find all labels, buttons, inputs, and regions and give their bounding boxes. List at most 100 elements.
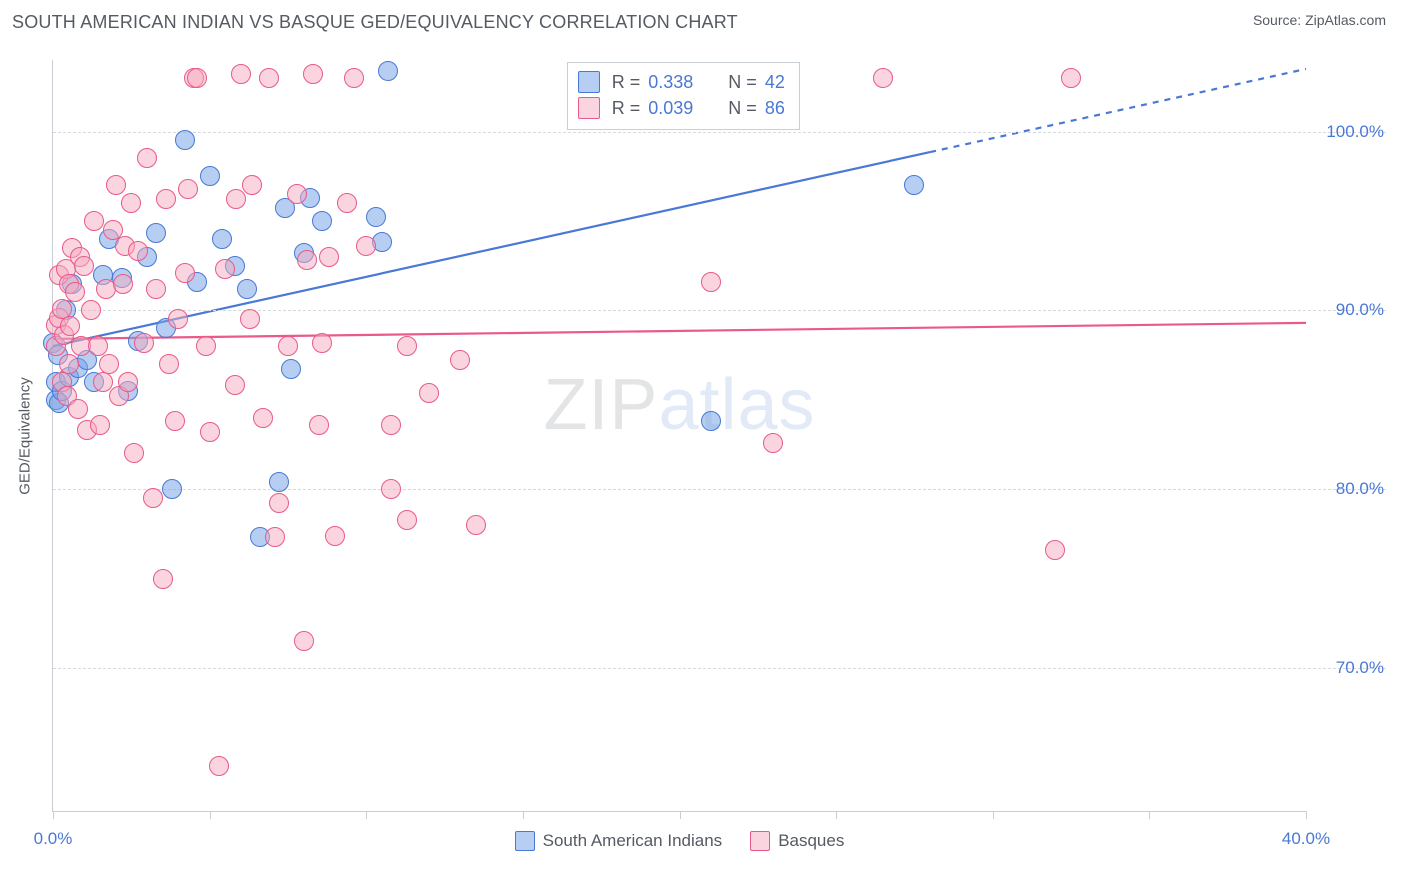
stat-key: N = — [728, 98, 757, 119]
data-point — [312, 211, 332, 231]
stat-key: R = — [612, 72, 641, 93]
data-point — [74, 256, 94, 276]
data-point — [226, 189, 246, 209]
data-point — [196, 336, 216, 356]
data-point — [84, 211, 104, 231]
data-point — [60, 316, 80, 336]
stat-key: R = — [612, 98, 641, 119]
data-point — [397, 510, 417, 530]
source-label: Source: — [1253, 12, 1305, 28]
data-point — [269, 493, 289, 513]
data-point — [366, 207, 386, 227]
x-tick-mark — [53, 811, 54, 819]
data-point — [287, 184, 307, 204]
data-point — [128, 241, 148, 261]
x-tick-mark — [523, 811, 524, 819]
stats-legend-box: R = 0.338 N = 42R = 0.039 N = 86 — [567, 62, 800, 130]
stats-legend-row: R = 0.338 N = 42 — [578, 69, 785, 95]
data-point — [143, 488, 163, 508]
gridline — [53, 668, 1386, 669]
data-point — [319, 247, 339, 267]
source-value: ZipAtlas.com — [1305, 12, 1386, 28]
series-legend: South American Indians Basques — [53, 831, 1306, 851]
data-point — [312, 333, 332, 353]
data-point — [337, 193, 357, 213]
data-point — [156, 189, 176, 209]
chart-area: GED/Equivalency ZIPatlas South American … — [12, 50, 1386, 872]
x-tick-mark — [1306, 811, 1307, 819]
y-axis-label: GED/Equivalency — [17, 377, 34, 495]
y-tick-label: 100.0% — [1314, 122, 1384, 142]
x-tick-label: 0.0% — [34, 829, 73, 849]
data-point — [763, 433, 783, 453]
data-point — [701, 411, 721, 431]
data-point — [309, 415, 329, 435]
data-point — [873, 68, 893, 88]
source-attribution: Source: ZipAtlas.com — [1253, 12, 1386, 28]
legend-swatch-icon — [578, 97, 600, 119]
x-tick-mark — [993, 811, 994, 819]
stat-value: 86 — [765, 98, 785, 119]
data-point — [378, 61, 398, 81]
data-point — [419, 383, 439, 403]
data-point — [137, 148, 157, 168]
data-point — [225, 375, 245, 395]
x-tick-mark — [1149, 811, 1150, 819]
data-point — [1045, 540, 1065, 560]
data-point — [356, 236, 376, 256]
data-point — [397, 336, 417, 356]
data-point — [297, 250, 317, 270]
data-point — [701, 272, 721, 292]
data-point — [162, 479, 182, 499]
data-point — [1061, 68, 1081, 88]
data-point — [281, 359, 301, 379]
y-tick-label: 90.0% — [1314, 300, 1384, 320]
stat-value: 42 — [765, 72, 785, 93]
legend-item-sai: South American Indians — [515, 831, 723, 851]
x-tick-label: 40.0% — [1282, 829, 1330, 849]
data-point — [159, 354, 179, 374]
data-point — [242, 175, 262, 195]
legend-swatch-icon — [578, 71, 600, 93]
data-point — [99, 354, 119, 374]
data-point — [121, 193, 141, 213]
stats-legend-row: R = 0.039 N = 86 — [578, 95, 785, 121]
chart-title: SOUTH AMERICAN INDIAN VS BASQUE GED/EQUI… — [12, 12, 738, 33]
data-point — [904, 175, 924, 195]
data-point — [240, 309, 260, 329]
chart-container: SOUTH AMERICAN INDIAN VS BASQUE GED/EQUI… — [0, 0, 1406, 892]
gridline — [53, 489, 1386, 490]
data-point — [215, 259, 235, 279]
data-point — [106, 175, 126, 195]
data-point — [344, 68, 364, 88]
y-tick-label: 80.0% — [1314, 479, 1384, 499]
data-point — [269, 472, 289, 492]
data-point — [253, 408, 273, 428]
data-point — [265, 527, 285, 547]
data-point — [168, 309, 188, 329]
legend-swatch-icon — [515, 831, 535, 851]
x-tick-mark — [680, 811, 681, 819]
data-point — [153, 569, 173, 589]
data-point — [325, 526, 345, 546]
data-point — [294, 631, 314, 651]
data-point — [200, 422, 220, 442]
data-point — [134, 333, 154, 353]
data-point — [200, 166, 220, 186]
data-point — [231, 64, 251, 84]
data-point — [175, 130, 195, 150]
legend-label: South American Indians — [543, 831, 723, 851]
data-point — [81, 300, 101, 320]
stat-value: 0.338 — [648, 72, 693, 93]
data-point — [212, 229, 232, 249]
data-point — [90, 415, 110, 435]
data-point — [381, 415, 401, 435]
legend-item-basque: Basques — [750, 831, 844, 851]
gridline — [53, 132, 1386, 133]
data-point — [124, 443, 144, 463]
x-tick-mark — [366, 811, 367, 819]
data-point — [187, 68, 207, 88]
data-point — [59, 354, 79, 374]
data-point — [303, 64, 323, 84]
x-tick-mark — [210, 811, 211, 819]
